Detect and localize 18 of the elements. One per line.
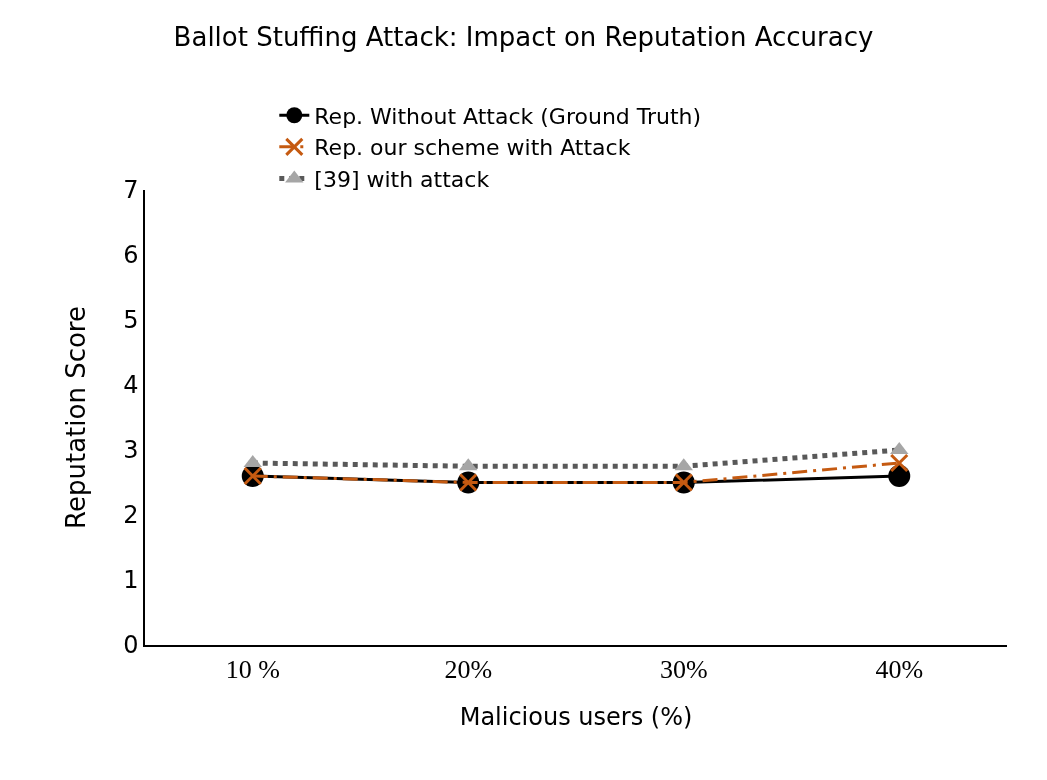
y-tick-label: 3 (123, 436, 139, 465)
x-tick-label: 40% (875, 654, 924, 684)
legend-label: Rep. Without Attack (Ground Truth) (314, 103, 702, 129)
x-axis-title: Malicious users (%) (459, 702, 693, 731)
y-tick-label: 1 (123, 566, 139, 595)
y-tick-label: 7 (123, 176, 139, 205)
chart-title: Ballot Stuffing Attack: Impact on Reputation Accuracy (173, 21, 874, 52)
legend-label: Rep. our scheme with Attack (314, 135, 631, 161)
y-axis-title: Reputation Score (61, 306, 92, 529)
y-tick-label: 5 (123, 306, 139, 335)
y-tick-label: 2 (123, 501, 139, 530)
x-tick-label: 30% (659, 654, 708, 684)
legend-label: [39] with attack (314, 167, 490, 193)
x-tick-label: 20% (444, 654, 493, 684)
y-tick-label: 4 (123, 371, 139, 400)
y-tick-label: 6 (123, 241, 139, 270)
y-tick-label: 0 (123, 631, 139, 660)
x-tick-label: 10 % (225, 654, 280, 684)
